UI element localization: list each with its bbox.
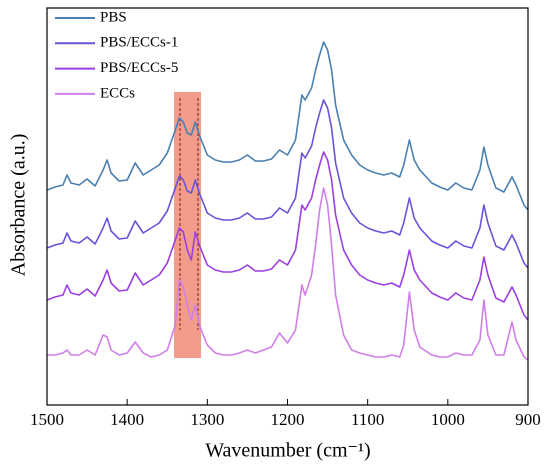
x-tick-label: 1200 xyxy=(271,410,305,429)
x-tick-label: 1300 xyxy=(190,410,224,429)
legend-label: ECCs xyxy=(100,85,135,101)
legend-label: PBS/ECCs-1 xyxy=(100,35,178,51)
x-tick-label: 1000 xyxy=(431,410,465,429)
plot-frame xyxy=(46,7,529,406)
x-tick-label: 1100 xyxy=(351,410,384,429)
y-axis-label: Absorbance (a.u.) xyxy=(8,134,30,277)
spectrum-line xyxy=(46,99,529,269)
spectrum-line xyxy=(46,41,529,211)
legend-label: PBS xyxy=(100,9,127,25)
spectrum-line xyxy=(46,151,529,321)
spectrum-line xyxy=(47,187,529,361)
x-tick-label: 1500 xyxy=(30,410,64,429)
legend-label: PBS/ECCs-5 xyxy=(100,60,178,76)
x-tick-label: 1400 xyxy=(110,410,144,429)
x-axis-label: Wavenumber (cm⁻¹) xyxy=(205,440,370,462)
x-tick-label: 900 xyxy=(515,410,541,429)
